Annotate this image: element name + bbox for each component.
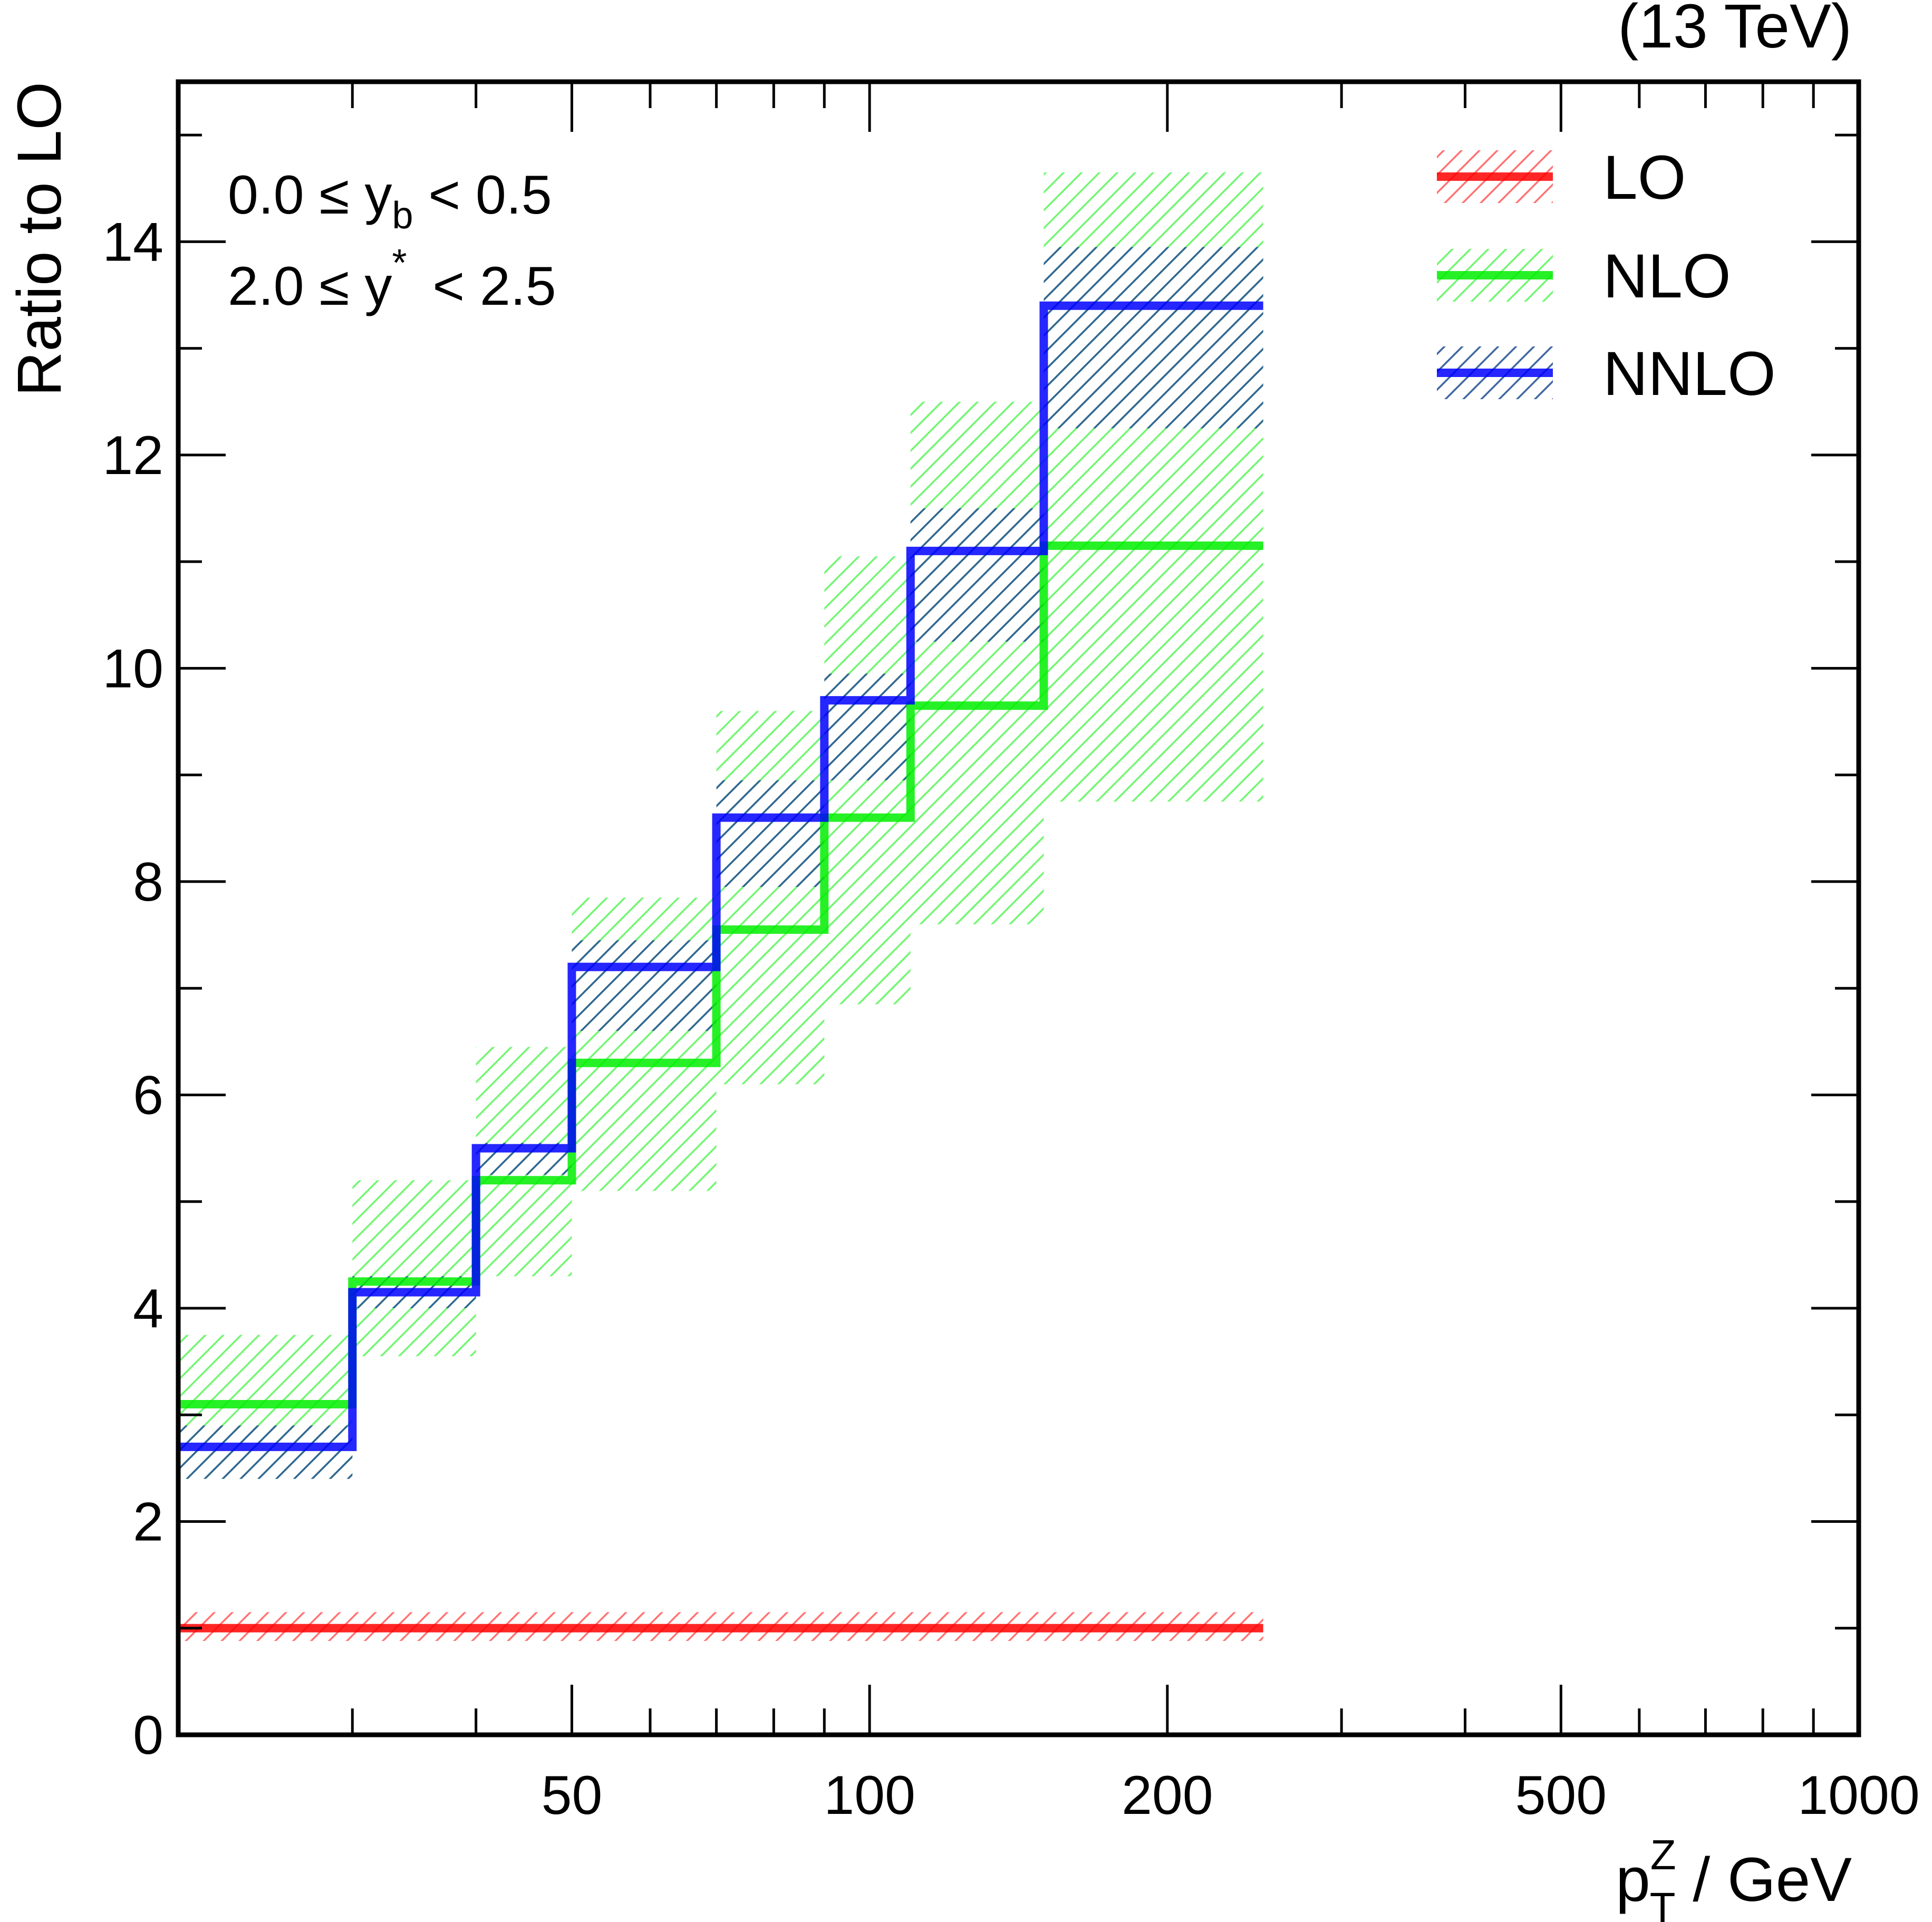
y-tick-label: 4 (133, 1278, 163, 1339)
nlo-band-4 (716, 711, 825, 1085)
y-tick-label: 10 (102, 638, 163, 699)
x-title-suffix: / GeV (1676, 1845, 1852, 1915)
nnlo-line (178, 301, 1263, 1451)
y-tick-label: 12 (102, 425, 163, 486)
annot2-prefix: 2.0 ≤ y (228, 256, 392, 317)
nnlo-band-6 (910, 508, 1044, 642)
nlo-line (178, 541, 1263, 1408)
legend: LO NLO NNLO (1437, 143, 1776, 409)
x-tick-label: 50 (542, 1765, 603, 1826)
annot1-prefix: 0.0 ≤ y (228, 165, 392, 226)
nnlo-band-7 (1044, 247, 1263, 429)
annotation-rapidity-star: 2.0 ≤ y* < 2.5 (228, 242, 556, 317)
x-tick-label: 100 (824, 1765, 915, 1826)
annot2-suffix: < 2.5 (417, 256, 556, 317)
nnlo-band-4 (716, 780, 825, 887)
nnlo-band-0 (178, 1425, 353, 1479)
nlo-band-6 (910, 401, 1044, 924)
x-tick-label: 200 (1122, 1765, 1213, 1826)
nlo-band-1 (352, 1180, 476, 1356)
series-lines (178, 301, 1263, 1633)
legend-label-lo: LO (1603, 143, 1686, 213)
nnlo-band-3 (572, 940, 717, 1031)
nnlo-band-5 (824, 673, 911, 780)
y-tick-label: 0 (133, 1705, 163, 1766)
y-axis-title: Ratio to LO (5, 82, 74, 397)
x-tick-label: 500 (1515, 1765, 1607, 1826)
x-title-base: p (1616, 1845, 1650, 1915)
x-title-sub: T (1650, 1884, 1676, 1922)
x-tick-label: 1000 (1798, 1765, 1919, 1826)
y-tick-label: 6 (133, 1065, 163, 1126)
y-tick-label: 2 (133, 1491, 163, 1552)
y-tick-label: 14 (102, 211, 163, 273)
tick-labels: 0 2 4 6 8 10 12 14 50 100 200 500 1000 (102, 211, 1919, 1826)
uncertainty-bands (178, 172, 1263, 1641)
energy-label: (13 TeV) (1618, 0, 1852, 61)
plot-frame (176, 79, 1861, 1737)
legend-label-nlo: NLO (1603, 242, 1731, 311)
x-title-sup: Z (1650, 1831, 1676, 1878)
axis-ticks (177, 82, 1860, 1736)
annotation-rapidity-b: 0.0 ≤ yb < 0.5 (228, 165, 552, 237)
y-tick-label: 8 (133, 852, 163, 913)
legend-label-nnlo: NNLO (1603, 339, 1776, 409)
annot1-suffix: < 0.5 (413, 165, 552, 226)
x-axis-title: pZ T / GeV (1616, 1831, 1852, 1922)
annot2-sup: * (392, 242, 407, 284)
annot1-sub: b (392, 195, 413, 237)
